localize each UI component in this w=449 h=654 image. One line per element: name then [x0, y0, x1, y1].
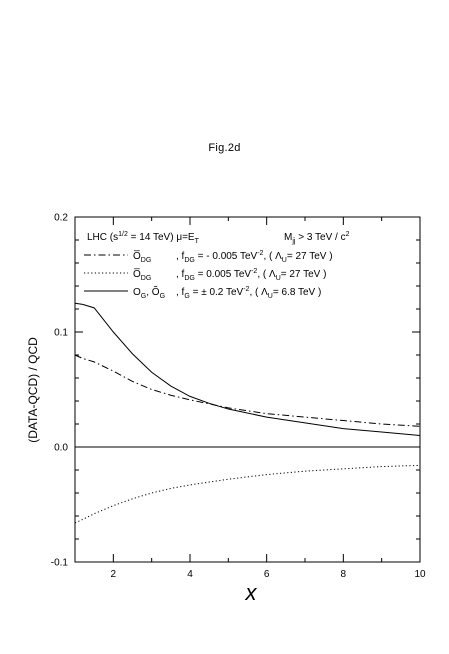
legend-entry-solid: OG, ÕG, fG = ± 0.2 TeV-2, ( ΛU= 6.8 TeV … [133, 285, 321, 300]
x-tick-label: 8 [341, 569, 347, 580]
y-tick-label: 0.2 [54, 213, 68, 224]
x-tick-label: 10 [414, 569, 426, 580]
axis-ticks [74, 216, 421, 563]
x-tick-label: 6 [264, 569, 270, 580]
legend: LHC (s1/2 = 14 TeV) μ=ET Mjj > 3 TeV / c2… [84, 231, 350, 300]
tick-labels: 2 4 6 8 10 -0.1 0.0 0.1 0.2 [51, 213, 426, 581]
x-axis-title: x [245, 580, 258, 605]
y-axis-title: (DATA-QCD) / QCD [26, 337, 40, 443]
legend-entry-dotted: O̅DG, fDG = 0.005 TeV-2, ( ΛU= 27 TeV ) [133, 268, 326, 282]
x-tick-label: 2 [111, 569, 117, 580]
figure-label: Fig.2d [208, 142, 241, 154]
series-lines [74, 302, 421, 524]
series-line-dotted [74, 464, 421, 524]
y-tick-label: 0.0 [54, 443, 68, 454]
legend-header: LHC (s1/2 = 14 TeV) μ=ET Mjj > 3 TeV / c2 [87, 231, 350, 245]
y-tick-label: 0.1 [54, 328, 68, 339]
plot-frame [74, 216, 421, 563]
series-line-solid [74, 302, 421, 436]
y-tick-label: -0.1 [51, 558, 69, 569]
series-line-dashdot [74, 354, 421, 427]
x-tick-label: 4 [187, 569, 193, 580]
legend-entry-dashdot: O̅DG, fDG = - 0.005 TeV-2, ( ΛU= 27 TeV … [133, 250, 333, 264]
